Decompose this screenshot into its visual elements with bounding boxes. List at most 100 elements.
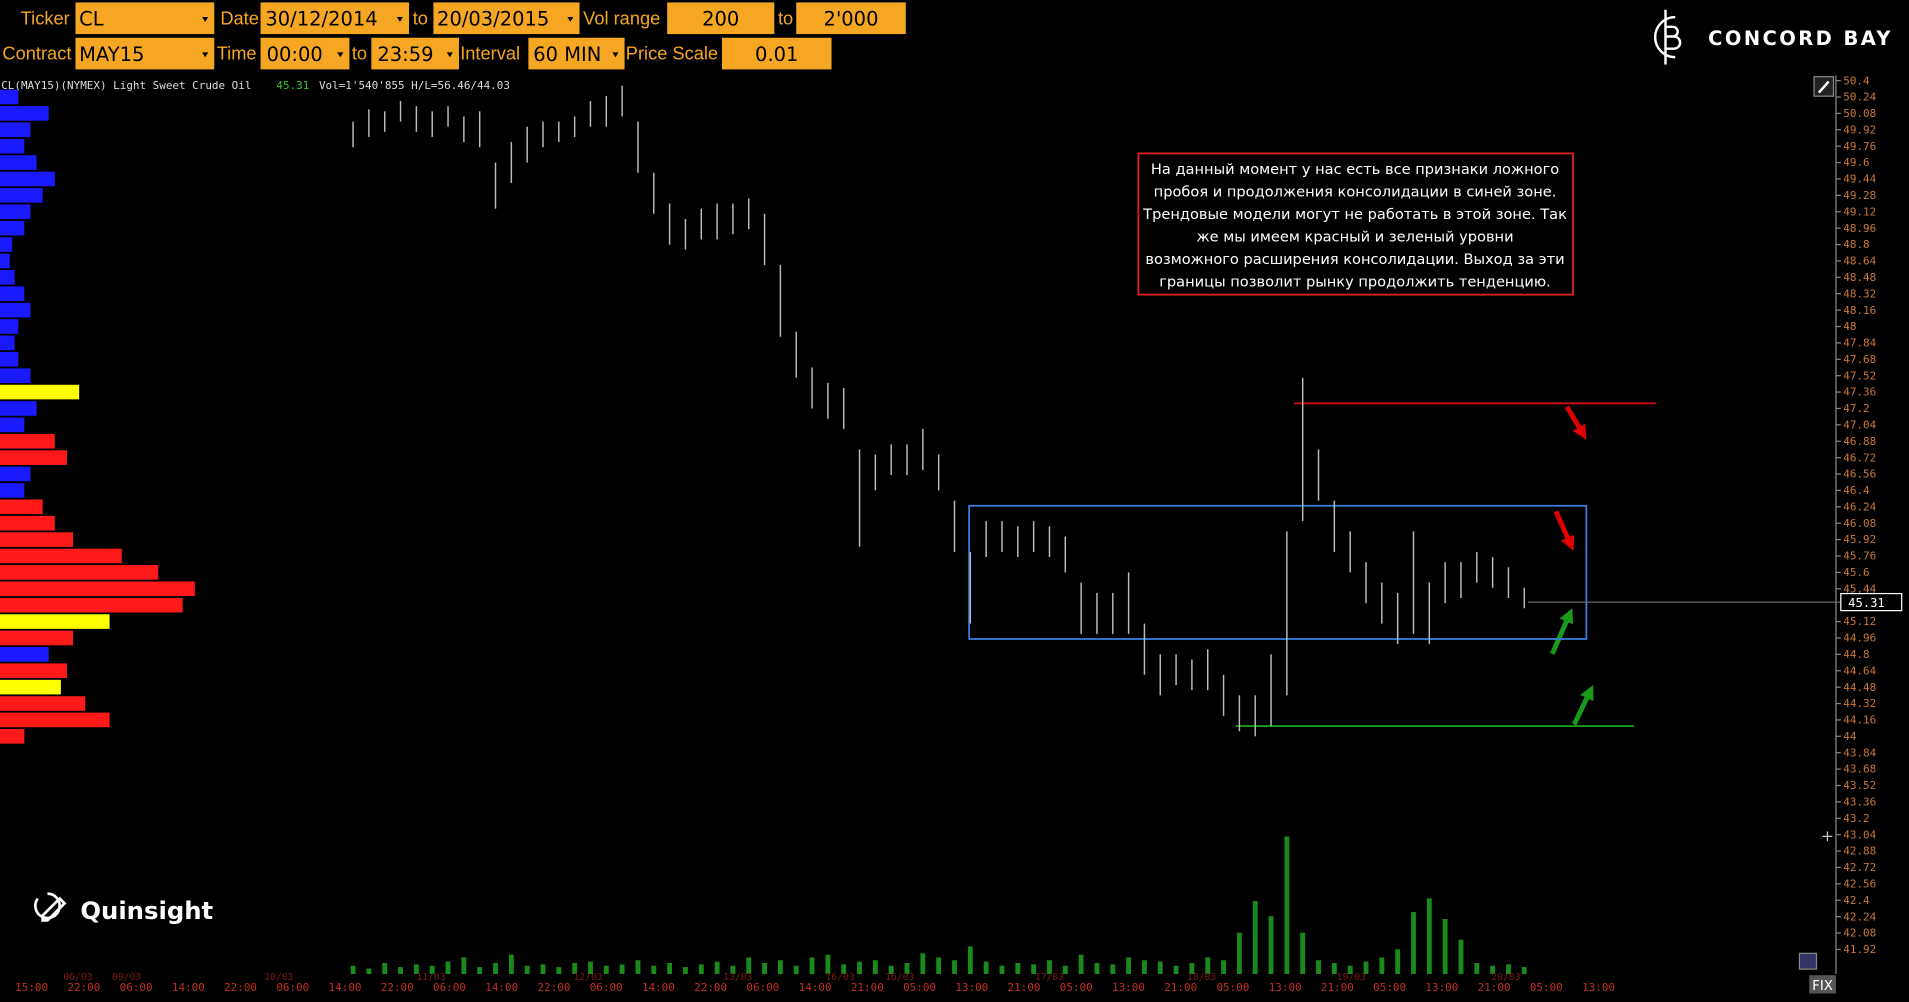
logo-b [1665,25,1682,50]
cursor [1822,831,1833,842]
volume-bar [999,965,1005,974]
profile-bar [0,466,31,482]
x-tick-label: 22:00 [224,981,257,994]
ticker-field[interactable] [75,2,215,35]
annotation-line: возможного расширения консолидации. Выхо… [1145,251,1564,268]
dropdown[interactable] [567,17,574,22]
arrows [1550,405,1594,726]
profile-bar [0,679,61,695]
time-from-field[interactable] [260,37,350,70]
volume-bar [872,960,878,974]
label: Contract [2,43,71,64]
volume-bar [1490,965,1496,974]
contract-field[interactable] [75,37,215,70]
x-tick-label: 14:00 [172,981,205,994]
profile-bar [0,499,43,515]
y-tick-label: 42.72 [1843,861,1876,874]
volume-bar [1363,961,1369,974]
x-tick-label: 06:00 [276,981,309,994]
x-tick-label: 13:00 [1269,981,1302,994]
y-tick-label: 45.12 [1843,615,1876,628]
volume-bar [1316,960,1321,974]
date-to-field[interactable] [433,2,580,35]
volume-bar [793,965,799,974]
volume-bar [350,965,356,974]
y-tick-label: 42.88 [1843,845,1876,858]
y-tick-label: 47.2 [1843,402,1869,415]
volume-bar [1062,965,1068,974]
y-tick-label: 44.8 [1843,648,1869,661]
volume-bar [777,960,783,974]
x-tick-label: 21:00 [1478,981,1511,994]
green-arrow [1572,684,1594,726]
profile-bar [0,188,43,203]
y-tick-label: 50.08 [1843,107,1876,120]
price-scale-field[interactable] [721,37,832,70]
profile-bar [0,548,122,564]
x-tick-label: 22:00 [67,981,100,994]
label: to [413,7,428,28]
profile-bar [0,696,86,711]
volume-bar [888,965,894,974]
dropdown[interactable] [446,52,453,58]
y-tick-label: 43.2 [1843,812,1869,825]
last-price: 45.31 [276,79,309,92]
volume-bar [556,967,562,974]
profile-bar [0,515,55,531]
vol-to-field[interactable] [796,2,906,35]
y-tick-label: 45.92 [1843,533,1876,546]
volume-bar [588,961,593,974]
volume-bar [1442,918,1448,974]
x-tick-label: 13:00 [1582,981,1615,994]
interval-field[interactable] [528,37,625,70]
y-tick-label: 44.64 [1843,664,1876,677]
dropdown[interactable] [337,52,344,58]
dropdown[interactable] [396,17,403,22]
date-label: 17/03 [1035,972,1064,983]
date-label: 11/03 [416,972,445,983]
volume-bar [762,962,768,974]
volume-bar [920,953,926,974]
y-tick-label: 43.04 [1843,828,1876,841]
profile-bar [0,155,37,170]
volume-bar [477,967,483,974]
y-tick-label: 48.96 [1843,222,1876,235]
date-from-field[interactable] [260,2,410,35]
profile-bar [0,253,10,269]
volume-bar [1347,965,1353,974]
x-tick-label: 14:00 [485,981,518,994]
profile-bar [0,663,67,679]
dropdown[interactable] [202,52,209,58]
volume-bar [1268,916,1274,974]
time-to-field[interactable] [371,37,459,70]
profile-bar [0,647,49,662]
red-arrow [1553,510,1575,551]
profile-bar [0,630,74,646]
zoom-button[interactable] [1798,952,1818,970]
profile-bar [0,106,49,121]
dropdown[interactable] [202,17,209,22]
x-tick-label: 22:00 [381,981,414,994]
volume-bar [1506,964,1511,974]
volume-bar [1395,949,1401,974]
y-tick-label: 46.56 [1843,468,1876,481]
volume-bar [746,957,752,974]
profile-bar [0,483,25,498]
label: Date [220,7,259,28]
volume-bar [857,961,862,974]
dropdown[interactable] [612,52,619,58]
volume-bar [714,961,720,974]
profile-bar [0,417,25,433]
fix-button[interactable] [1809,975,1836,994]
label: Price Scale [626,43,718,64]
profile-bar [0,532,74,547]
profile-bar [0,597,183,613]
brand-name: CONCORD BAY [1708,27,1893,50]
field-value: 0.01 [755,43,798,66]
profile-bar [0,729,25,744]
vol-from-field[interactable] [667,2,775,35]
date-label: 10/03 [264,972,293,983]
y-tick-label: 43.52 [1843,779,1876,792]
x-tick-label: 05:00 [1373,981,1406,994]
last-price-label: 45.31 [1848,596,1885,610]
